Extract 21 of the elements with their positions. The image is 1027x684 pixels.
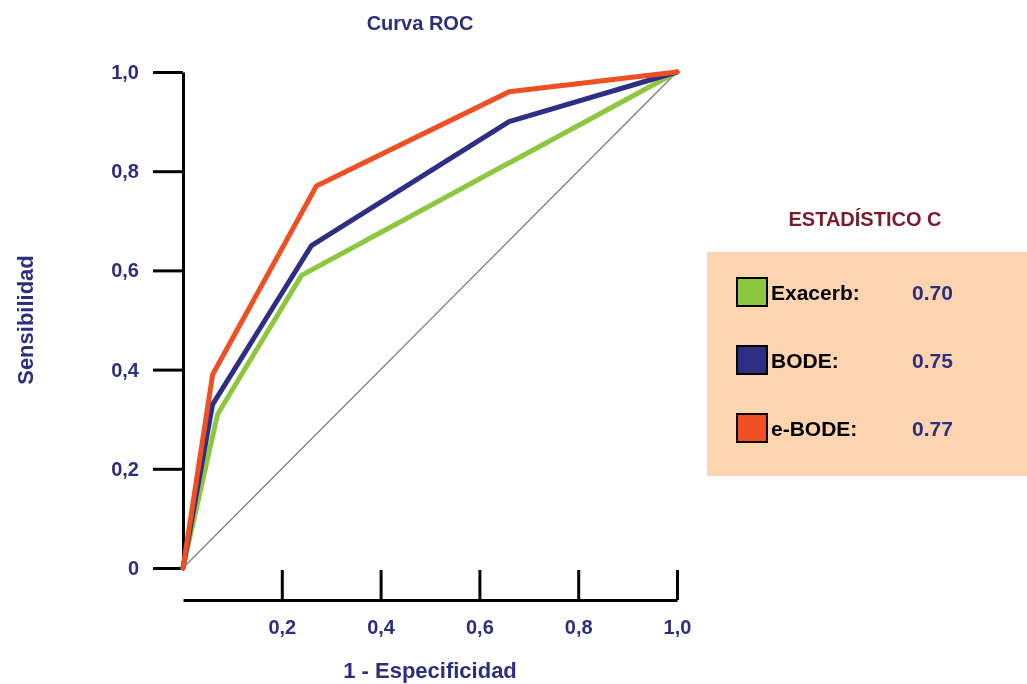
y-tick-label: 1,0 bbox=[111, 60, 139, 83]
y-tick-label: 0,6 bbox=[111, 259, 139, 282]
legend-label: Exacerb: bbox=[771, 281, 860, 304]
x-tick-label: 0,6 bbox=[465, 616, 494, 639]
text: 0.75 bbox=[912, 349, 954, 372]
x-tick-label: 0,4 bbox=[367, 616, 396, 639]
y-tick-label: 0,8 bbox=[111, 160, 139, 183]
x-axis-title: 1 - Especificidad bbox=[343, 658, 517, 683]
text: 0.70 bbox=[912, 281, 953, 304]
chart-title: Curva ROC bbox=[366, 12, 474, 34]
x-tick-label: 0,2 bbox=[268, 616, 297, 639]
y-tick-label: 0,4 bbox=[111, 358, 140, 381]
x-tick-label: 0,8 bbox=[564, 616, 593, 639]
y-tick-label: 0 bbox=[127, 556, 139, 579]
legend-title: ESTADÍSTICO C bbox=[788, 208, 942, 230]
text: 0.77 bbox=[912, 417, 953, 440]
y-tick-label: 0,2 bbox=[111, 457, 139, 480]
x-tick-label: 1,0 bbox=[663, 616, 692, 639]
y-axis-title: Sensibilidad bbox=[13, 255, 38, 385]
legend-label: e-BODE: bbox=[771, 417, 858, 440]
legend-label: BODE: bbox=[771, 349, 839, 372]
